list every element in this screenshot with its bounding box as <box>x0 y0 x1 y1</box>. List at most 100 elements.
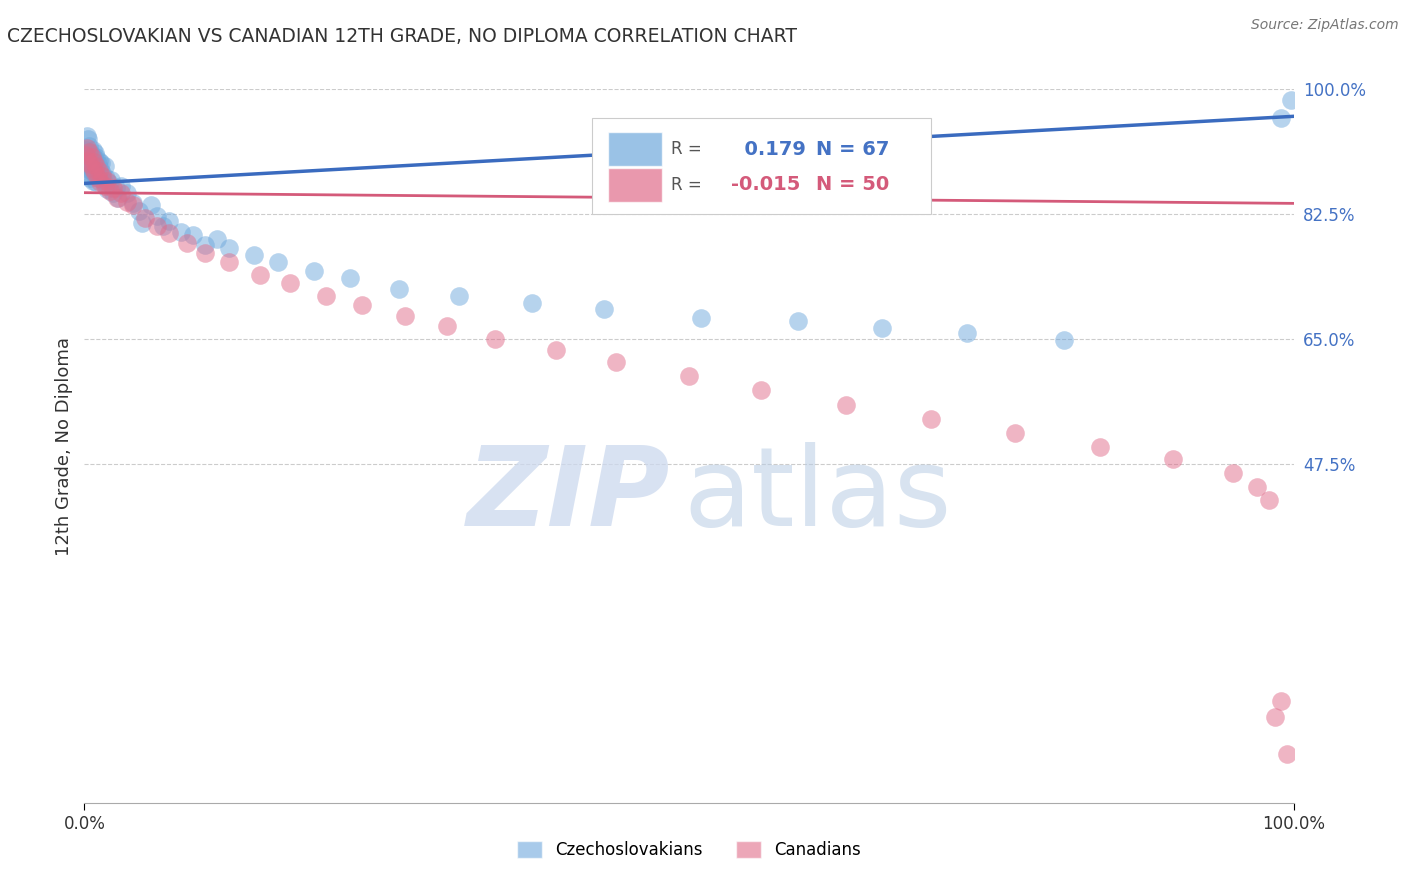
Text: N = 67: N = 67 <box>815 140 889 159</box>
Text: ZIP: ZIP <box>467 442 671 549</box>
Point <box>94 159 117 173</box>
Point <box>79 171 101 186</box>
FancyBboxPatch shape <box>592 118 931 214</box>
Text: Source: ZipAtlas.com: Source: ZipAtlas.com <box>1251 18 1399 32</box>
Point <box>76 128 98 143</box>
Point <box>146 219 169 234</box>
Point <box>751 384 773 398</box>
Point <box>1258 492 1281 507</box>
Point <box>544 343 567 357</box>
Point <box>520 296 543 310</box>
Point <box>75 148 97 162</box>
Point <box>86 159 108 173</box>
Point <box>79 157 101 171</box>
Point <box>77 145 100 159</box>
Point <box>77 169 100 184</box>
Text: N = 50: N = 50 <box>815 176 889 194</box>
Point <box>93 175 115 189</box>
Point <box>339 271 361 285</box>
Point <box>83 151 105 165</box>
Point <box>77 132 100 146</box>
Point <box>82 156 104 170</box>
Text: R =: R = <box>671 176 707 194</box>
Point <box>1246 480 1268 494</box>
Point <box>181 228 204 243</box>
Point <box>86 150 108 164</box>
Point <box>77 153 100 168</box>
Point <box>449 289 471 303</box>
Point <box>267 255 290 269</box>
Point <box>1053 334 1076 348</box>
Point <box>302 264 325 278</box>
Point <box>139 198 162 212</box>
Point <box>176 235 198 250</box>
Point <box>86 157 108 171</box>
Point <box>94 170 117 185</box>
Point <box>1161 451 1184 466</box>
Point <box>218 255 240 269</box>
Point <box>157 214 180 228</box>
Point <box>87 153 110 168</box>
Point <box>115 186 138 200</box>
Point <box>1222 466 1244 480</box>
Point <box>605 355 627 369</box>
Point <box>146 209 169 223</box>
Point <box>83 166 105 180</box>
Point <box>91 166 114 180</box>
Point <box>956 326 979 341</box>
Point <box>87 163 110 178</box>
Point <box>436 319 458 334</box>
Y-axis label: 12th Grade, No Diploma: 12th Grade, No Diploma <box>55 336 73 556</box>
Point <box>104 180 127 194</box>
Point <box>194 237 217 252</box>
Point <box>121 196 143 211</box>
Point <box>82 173 104 187</box>
Point <box>77 153 100 168</box>
Point <box>1088 441 1111 455</box>
Point <box>872 321 894 335</box>
Point <box>79 159 101 173</box>
Point <box>94 179 117 194</box>
Point <box>76 157 98 171</box>
Point <box>128 203 150 218</box>
Point <box>1270 694 1292 708</box>
Point <box>90 156 112 170</box>
Point <box>89 162 111 177</box>
Point <box>83 155 105 169</box>
Point <box>1277 747 1299 762</box>
Point <box>170 225 193 239</box>
Point <box>76 141 98 155</box>
Text: R =: R = <box>671 140 707 158</box>
Point <box>87 170 110 185</box>
Point <box>388 282 411 296</box>
FancyBboxPatch shape <box>607 132 662 166</box>
Point <box>82 162 104 177</box>
Point <box>98 184 121 198</box>
Point <box>1279 93 1302 107</box>
Point <box>194 246 217 260</box>
Point <box>96 173 118 187</box>
Point <box>86 175 108 189</box>
Point <box>121 198 143 212</box>
Point <box>249 268 271 282</box>
Point <box>1264 710 1286 724</box>
Point <box>107 191 129 205</box>
Point <box>152 219 174 234</box>
Point <box>394 309 416 323</box>
Point <box>82 143 104 157</box>
Text: -0.015: -0.015 <box>731 176 800 194</box>
Point <box>835 398 858 412</box>
Point <box>110 186 132 200</box>
Point <box>1270 111 1292 125</box>
Point <box>96 182 118 196</box>
Point <box>242 248 264 262</box>
Point <box>218 241 240 255</box>
Point <box>278 277 301 291</box>
Point <box>86 170 108 185</box>
Point <box>105 191 128 205</box>
Legend: Czechoslovakians, Canadians: Czechoslovakians, Canadians <box>510 834 868 866</box>
FancyBboxPatch shape <box>607 168 662 202</box>
Point <box>91 169 114 184</box>
Point <box>80 148 103 162</box>
Point <box>97 177 120 191</box>
